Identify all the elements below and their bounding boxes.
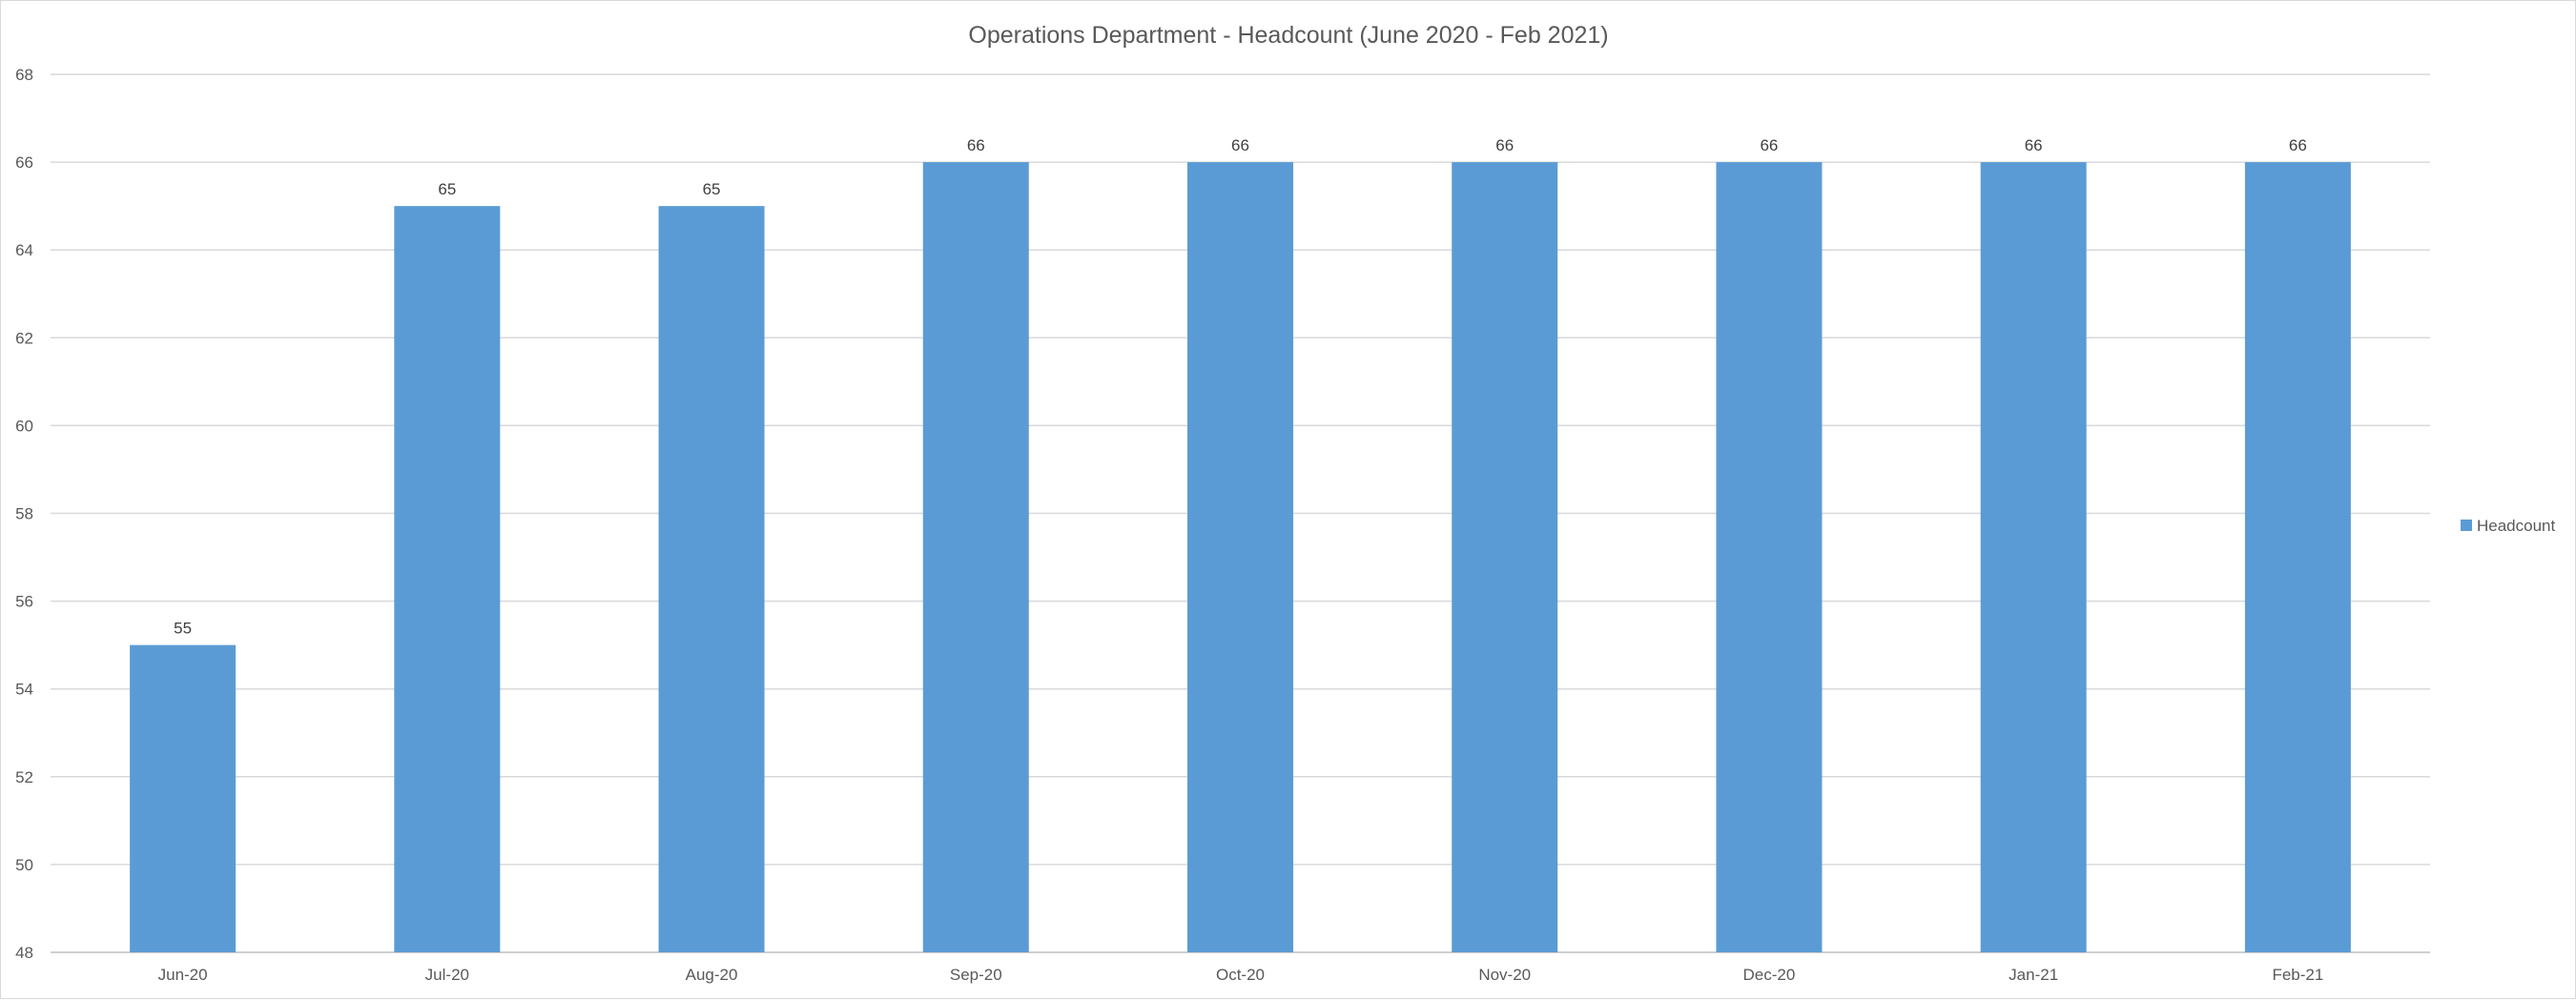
y-tick-label: 50 <box>15 856 33 874</box>
data-label-dec-20: 66 <box>1760 136 1778 154</box>
bar-aug-20 <box>658 206 765 952</box>
x-tick-label-sep-20: Sep-20 <box>950 966 1002 984</box>
bars <box>130 162 2351 953</box>
y-tick-label: 60 <box>15 417 33 435</box>
data-label-jan-21: 66 <box>2025 136 2043 154</box>
x-tick-label-aug-20: Aug-20 <box>686 966 738 984</box>
y-tick-label: 56 <box>15 593 33 611</box>
data-labels: 55 65 65 66 66 66 66 66 66 <box>174 136 2307 638</box>
bar-sep-20 <box>922 162 1029 953</box>
y-tick-label: 62 <box>15 329 33 347</box>
data-label-oct-20: 66 <box>1231 136 1249 154</box>
x-tick-label-jul-20: Jul-20 <box>425 966 469 984</box>
x-tick-label-nov-20: Nov-20 <box>1478 966 1531 984</box>
data-label-aug-20: 65 <box>703 180 721 198</box>
y-tick-label: 64 <box>15 241 33 259</box>
chart-title: Operations Department - Headcount (June … <box>968 22 1608 49</box>
x-tick-label-jun-20: Jun-20 <box>158 966 208 984</box>
bar-nov-20 <box>1452 162 1558 953</box>
y-tick-label: 48 <box>15 944 33 962</box>
y-tick-label: 54 <box>15 681 33 699</box>
legend: Headcount <box>2461 517 2556 535</box>
x-axis-ticks: Jun-20 Jul-20 Aug-20 Sep-20 Oct-20 Nov-20 Dec-… <box>158 966 2324 984</box>
x-tick-label-feb-21: Feb-21 <box>2272 966 2323 984</box>
bar-dec-20 <box>1716 162 1823 953</box>
bar-jul-20 <box>394 206 501 952</box>
bar-jun-20 <box>130 644 237 952</box>
y-tick-label: 58 <box>15 505 33 523</box>
bar-feb-21 <box>2244 162 2351 953</box>
legend-swatch-headcount <box>2461 520 2472 531</box>
bar-oct-20 <box>1187 162 1293 953</box>
y-tick-label: 66 <box>15 153 33 172</box>
y-tick-label: 68 <box>15 66 33 84</box>
data-label-jul-20: 65 <box>438 180 456 198</box>
data-label-nov-20: 66 <box>1495 136 1514 154</box>
x-tick-label-jan-21: Jan-21 <box>2009 966 2058 984</box>
x-tick-label-dec-20: Dec-20 <box>1743 966 1796 984</box>
legend-label-headcount: Headcount <box>2477 517 2556 535</box>
bar-jan-21 <box>1980 162 2087 953</box>
y-axis-ticks: 48 50 52 54 56 58 60 62 64 66 68 <box>15 66 33 962</box>
y-tick-label: 52 <box>15 768 33 786</box>
data-label-jun-20: 55 <box>174 620 192 638</box>
data-label-feb-21: 66 <box>2289 136 2307 154</box>
data-label-sep-20: 66 <box>967 136 985 154</box>
x-tick-label-oct-20: Oct-20 <box>1216 966 1265 984</box>
